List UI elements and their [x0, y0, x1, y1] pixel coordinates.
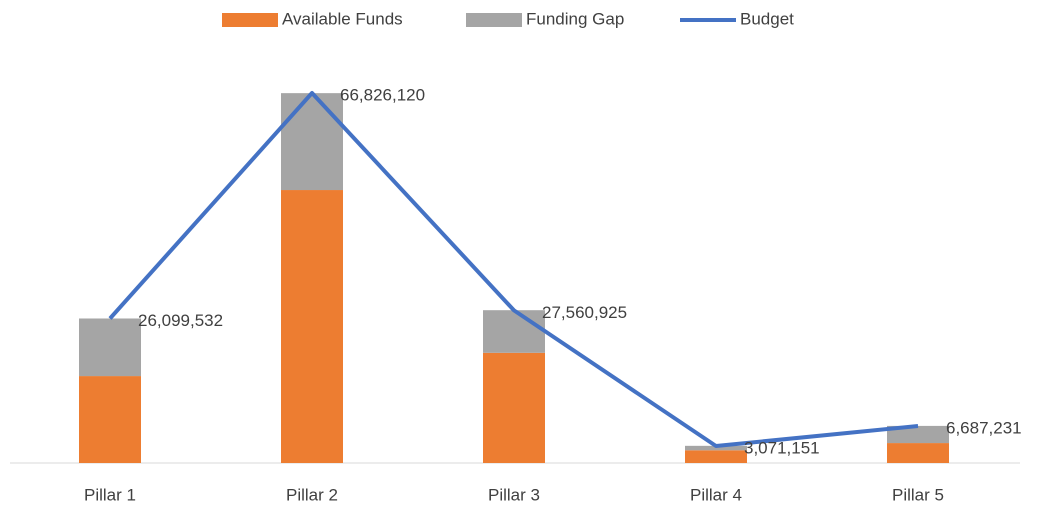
legend-label: Funding Gap	[526, 9, 624, 28]
data-label: 26,099,532	[138, 311, 223, 330]
bar	[483, 310, 545, 353]
x-tick-label: Pillar 3	[488, 485, 540, 504]
bar	[79, 318, 141, 377]
data-label: 3,071,151	[744, 438, 820, 457]
legend-swatch	[466, 13, 522, 27]
x-tick-label: Pillar 1	[84, 485, 136, 504]
data-label: 27,560,925	[542, 303, 627, 322]
legend-label: Budget	[740, 9, 794, 28]
x-tick-label: Pillar 4	[690, 485, 742, 504]
x-tick-label: Pillar 2	[286, 485, 338, 504]
data-label: 66,826,120	[340, 85, 425, 104]
bar	[281, 93, 343, 191]
bar	[281, 190, 343, 463]
bar	[685, 445, 747, 451]
bar	[887, 443, 949, 463]
bar	[685, 450, 747, 463]
budget-line	[108, 91, 919, 448]
legend-swatch	[222, 13, 278, 27]
data-label: 6,687,231	[946, 418, 1022, 437]
x-tick-label: Pillar 5	[892, 485, 944, 504]
bar	[79, 376, 141, 463]
bar	[483, 352, 545, 463]
legend-label: Available Funds	[282, 9, 403, 28]
bar	[887, 425, 949, 444]
